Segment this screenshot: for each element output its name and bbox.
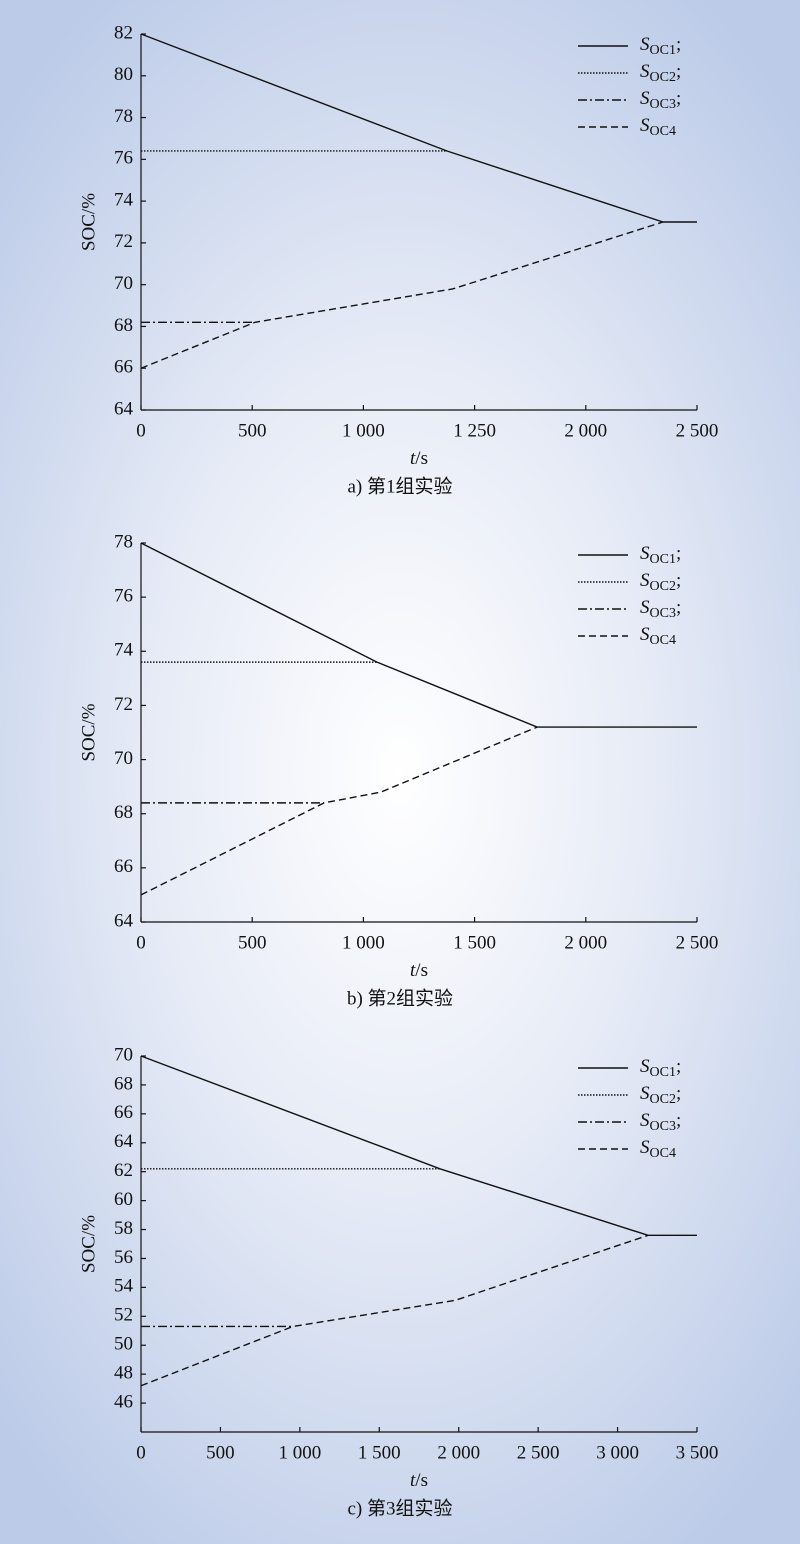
y-tick-label: 52 [114, 1305, 133, 1326]
y-tick-label: 56 [114, 1247, 133, 1268]
y-tick-label: 74 [114, 189, 134, 210]
y-tick-label: 68 [114, 802, 133, 823]
legend-label: SOC1; [640, 34, 681, 58]
legend-label: SOC4 [640, 1137, 676, 1161]
caption: b) 第2组实验 [347, 987, 453, 1009]
x-tick-label: 2 500 [517, 1442, 560, 1463]
series-line [140, 1234, 649, 1387]
legend-label: SOC2; [640, 570, 681, 594]
x-tick-label: 2 500 [676, 420, 719, 441]
y-tick-label: 72 [114, 231, 133, 252]
y-tick-label: 70 [114, 748, 133, 769]
y-tick-label: 68 [114, 315, 133, 336]
legend-label: SOC3; [640, 1110, 681, 1134]
x-tick-label: 1 500 [358, 1442, 401, 1463]
y-tick-label: 76 [114, 148, 133, 169]
legend-label: SOC4 [640, 115, 676, 139]
y-tick-label: 48 [114, 1363, 133, 1384]
x-tick-label: 0 [136, 932, 146, 953]
x-tick-label: 500 [206, 1442, 235, 1463]
x-tick-label: 2 000 [564, 420, 607, 441]
x-tick-label: 1 000 [342, 420, 385, 441]
x-tick-label: 2 000 [437, 1442, 480, 1463]
y-axis-label: SOC/% [78, 703, 99, 761]
x-tick-label: 3 000 [596, 1442, 639, 1463]
y-tick-label: 50 [114, 1334, 133, 1355]
x-tick-label: 500 [238, 932, 267, 953]
y-tick-label: 72 [114, 694, 133, 715]
series-line [140, 33, 697, 223]
y-tick-label: 68 [114, 1073, 133, 1094]
y-tick-label: 74 [114, 640, 134, 661]
x-tick-label: 0 [136, 420, 146, 441]
y-tick-label: 54 [114, 1276, 134, 1297]
caption: c) 第3组实验 [347, 1497, 452, 1519]
x-axis-label: t/s [410, 1470, 428, 1491]
y-tick-label: 78 [114, 531, 133, 552]
y-axis-label: SOC/% [78, 193, 99, 251]
y-tick-label: 80 [114, 64, 133, 85]
series-line [140, 1055, 697, 1237]
legend-label: SOC3; [640, 597, 681, 621]
series-line [140, 726, 538, 896]
x-tick-label: 3 500 [676, 1442, 719, 1463]
y-tick-label: 76 [114, 586, 133, 607]
y-tick-label: 82 [114, 22, 133, 43]
y-tick-label: 78 [114, 106, 133, 127]
y-tick-label: 66 [114, 1102, 133, 1123]
x-tick-label: 1 500 [453, 932, 496, 953]
y-tick-label: 60 [114, 1189, 133, 1210]
y-tick-label: 70 [114, 273, 133, 294]
x-tick-label: 500 [238, 420, 267, 441]
x-tick-label: 0 [136, 1442, 146, 1463]
legend-label: SOC2; [640, 61, 681, 85]
y-tick-label: 64 [114, 910, 134, 931]
legend-label: SOC2; [640, 1083, 681, 1107]
y-tick-label: 66 [114, 357, 133, 378]
legend-label: SOC1; [640, 1056, 681, 1080]
x-tick-label: 2 000 [564, 932, 607, 953]
legend-label: SOC3; [640, 88, 681, 112]
y-tick-label: 66 [114, 856, 133, 877]
x-tick-label: 2 500 [676, 932, 719, 953]
y-tick-label: 64 [114, 1131, 134, 1152]
y-tick-label: 58 [114, 1218, 133, 1239]
x-tick-label: 1 000 [342, 932, 385, 953]
y-tick-label: 62 [114, 1160, 133, 1181]
y-axis-label: SOC/% [78, 1215, 99, 1273]
y-tick-label: 46 [114, 1391, 133, 1412]
series-line [140, 542, 697, 728]
series-line [140, 221, 664, 369]
x-tick-label: 1 250 [453, 420, 496, 441]
x-tick-label: 1 000 [278, 1442, 321, 1463]
legend-label: SOC4 [640, 624, 676, 648]
x-axis-label: t/s [410, 448, 428, 469]
legend-label: SOC1; [640, 543, 681, 567]
y-tick-label: 70 [114, 1044, 133, 1065]
caption: a) 第1组实验 [347, 475, 452, 497]
x-axis-label: t/s [410, 960, 428, 981]
y-tick-label: 64 [114, 398, 134, 419]
